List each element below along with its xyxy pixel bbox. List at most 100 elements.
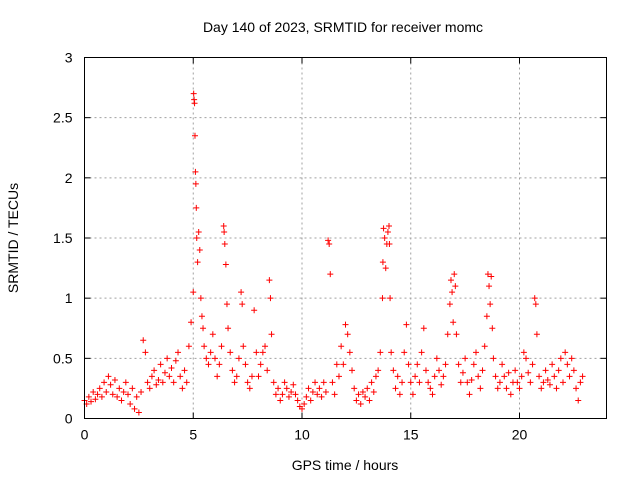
data-point	[479, 367, 486, 374]
data-point	[151, 367, 158, 374]
data-point	[570, 367, 577, 374]
data-point	[414, 361, 421, 368]
data-point	[392, 385, 399, 392]
data-point	[481, 343, 488, 350]
data-point	[111, 376, 118, 383]
data-point	[140, 337, 147, 344]
data-point	[484, 271, 491, 278]
data-point	[540, 379, 547, 386]
data-point	[557, 355, 564, 362]
data-point	[380, 225, 387, 232]
data-point	[442, 361, 449, 368]
data-point	[203, 355, 210, 362]
data-point	[494, 385, 501, 392]
data-point	[425, 379, 432, 386]
data-point	[168, 364, 175, 371]
data-point	[438, 381, 445, 388]
data-point	[92, 396, 99, 403]
data-point	[388, 349, 395, 356]
data-point	[290, 381, 297, 388]
data-point	[436, 367, 443, 374]
data-point	[272, 391, 279, 398]
axis-ticks	[84, 57, 607, 419]
data-point	[262, 343, 269, 350]
data-point	[146, 385, 153, 392]
data-point	[372, 373, 379, 380]
data-point	[518, 373, 525, 380]
data-point	[138, 389, 145, 396]
data-point	[164, 355, 171, 362]
data-point	[194, 259, 201, 266]
data-point	[516, 385, 523, 392]
data-point	[333, 361, 340, 368]
data-point	[114, 393, 121, 400]
data-point	[440, 373, 447, 380]
data-point	[420, 325, 427, 332]
data-point	[201, 343, 208, 350]
data-point	[527, 379, 534, 386]
data-point	[305, 385, 312, 392]
data-point	[399, 379, 406, 386]
data-point	[390, 367, 397, 374]
data-point	[275, 385, 282, 392]
data-point	[193, 204, 200, 211]
data-point	[382, 265, 389, 272]
data-point	[384, 228, 391, 235]
data-point	[444, 331, 451, 338]
data-point	[122, 379, 129, 386]
data-point	[223, 301, 230, 308]
data-point	[279, 391, 286, 398]
data-point	[466, 391, 473, 398]
data-point	[307, 397, 314, 404]
data-point	[340, 361, 347, 368]
data-point	[120, 389, 127, 396]
data-point	[253, 349, 260, 356]
data-point	[566, 373, 573, 380]
data-point	[179, 385, 186, 392]
x-tick-label: 0	[81, 427, 89, 443]
data-point	[209, 331, 216, 338]
data-point	[314, 391, 321, 398]
data-point	[303, 393, 310, 400]
data-point	[116, 385, 123, 392]
data-point	[239, 301, 246, 308]
data-point	[366, 397, 373, 404]
data-point	[470, 361, 477, 368]
data-point	[198, 313, 205, 320]
data-point	[459, 369, 466, 376]
data-point	[452, 283, 459, 290]
data-point	[401, 349, 408, 356]
data-point	[489, 325, 496, 332]
data-point	[309, 389, 316, 396]
data-point	[157, 361, 164, 368]
data-point	[216, 361, 223, 368]
data-point	[335, 373, 342, 380]
data-point	[449, 289, 456, 296]
x-tick-label: 5	[189, 427, 197, 443]
data-point	[379, 259, 386, 266]
data-point	[133, 393, 140, 400]
data-point	[409, 391, 416, 398]
data-point	[257, 361, 264, 368]
data-point	[231, 379, 238, 386]
data-point	[270, 379, 277, 386]
data-point	[235, 355, 242, 362]
data-point	[220, 222, 227, 229]
data-point	[191, 132, 198, 139]
data-point	[453, 331, 460, 338]
data-point	[546, 381, 553, 388]
data-point	[386, 222, 392, 229]
data-point	[418, 349, 425, 356]
data-point	[573, 385, 580, 392]
data-point	[316, 385, 323, 392]
data-point	[196, 247, 203, 254]
data-point	[266, 277, 273, 284]
data-point	[214, 373, 221, 380]
data-point	[190, 90, 197, 97]
data-point	[349, 367, 356, 374]
data-point	[294, 397, 301, 404]
data-point	[170, 379, 177, 386]
data-point	[499, 361, 506, 368]
data-point	[103, 389, 110, 396]
data-point	[312, 379, 319, 386]
